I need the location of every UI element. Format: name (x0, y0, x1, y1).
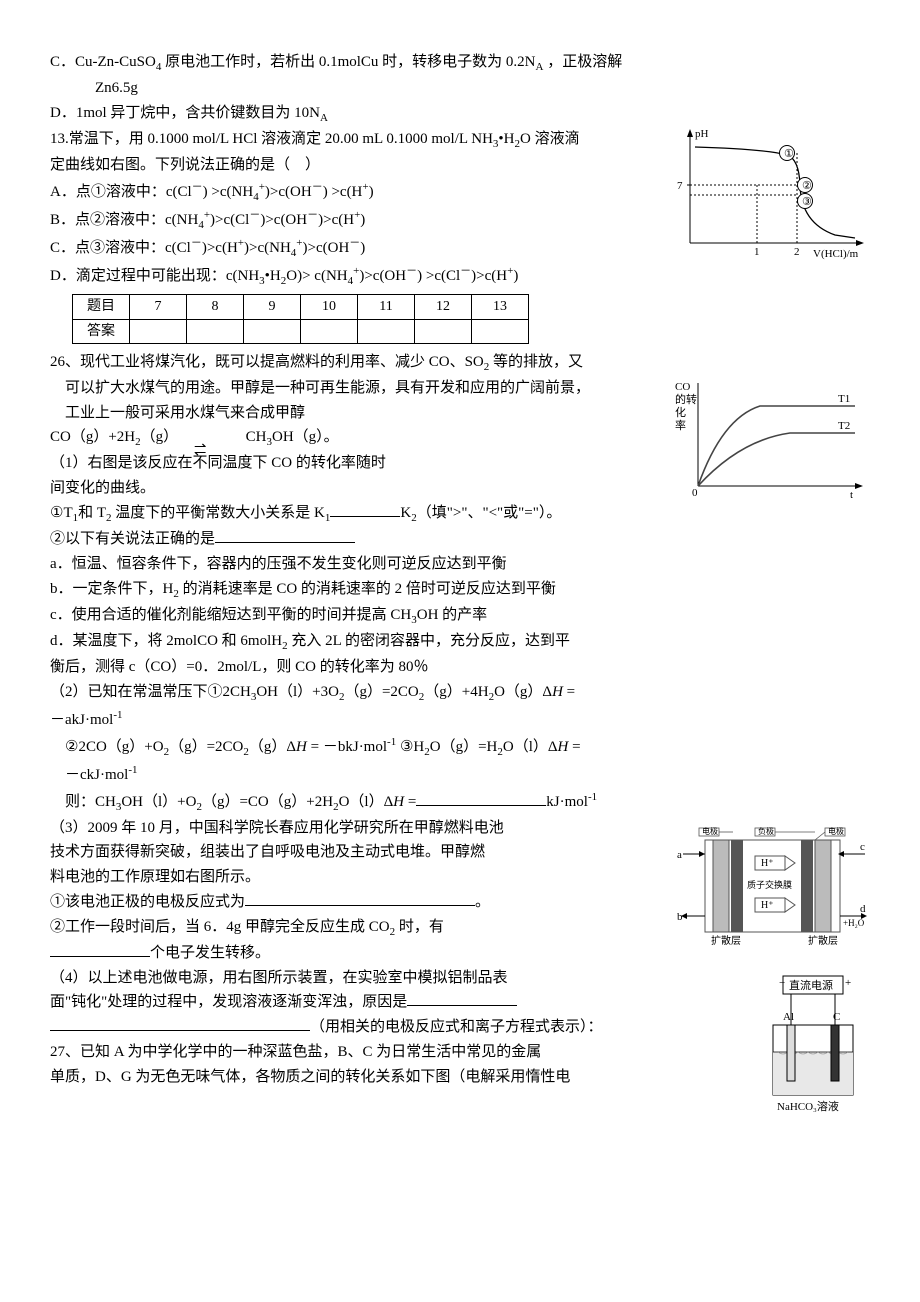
q26-opt-c: c．使用合适的催化剂能缩短达到平衡的时间并提高 CH3OH 的产率 (50, 603, 870, 629)
titration-curve-chart: pH 7 1 2 V(HCl)/m ① ② ③ (665, 123, 870, 268)
blank-statements (215, 527, 355, 543)
chart1-ytick: 7 (677, 180, 683, 192)
blank-electron-count (50, 941, 150, 957)
q26-opt-d2: 衡后，测得 c（CO）=0．2mol/L，则 CO 的转化率为 80％ (50, 655, 870, 680)
q26-2g: －akJ·mol-1 (50, 706, 870, 733)
svg-text:a: a (677, 849, 682, 861)
blank-reason1 (407, 990, 517, 1006)
svg-text:2: 2 (794, 246, 800, 258)
option-c-line2: Zn6.5g (50, 76, 870, 101)
svg-text:扩散层: 扩散层 (808, 934, 838, 947)
svg-text:T1: T1 (838, 393, 850, 405)
svg-text:1: 1 (754, 246, 760, 258)
q26-2-2i: －ckJ·mol-1 (50, 761, 870, 788)
svg-text:质子交换膜: 质子交换膜 (747, 879, 792, 890)
opt-c-tail: 原电池工作时，若析出 0.1molCu 时，转移电子数为 0.2N (161, 54, 535, 70)
svg-text:H⁺: H⁺ (761, 900, 774, 911)
svg-text:Al: Al (783, 1011, 794, 1023)
q26-4c: （用相关的电极反应式和离子方程式表示）： (50, 1015, 870, 1040)
blank-deltaH (416, 790, 546, 806)
svg-text:+: + (845, 977, 851, 989)
q26-2-3: 则：CH3OH（l）+O2（g）=CO（g）+2H2O（l）ΔH =kJ·mol… (50, 788, 870, 816)
q27-a: 27、已知 A 为中学化学中的一种深蓝色盐，B、C 为日常生活中常见的金属 (50, 1040, 870, 1065)
svg-text:T2: T2 (838, 420, 850, 432)
opt-c-end: ，正极溶解 (543, 54, 622, 70)
svg-text:c: c (860, 841, 865, 853)
co-conversion-chart: CO 的转 化 率 0 t T1 T2 (670, 378, 870, 503)
tbl-hdr-a: 答案 (73, 319, 130, 343)
tbl-hdr-q: 题目 (73, 295, 130, 319)
svg-text:直流电源: 直流电源 (789, 978, 833, 992)
svg-text:CO: CO (675, 381, 690, 393)
q13-intro1: 13.常温下，用 0.1000 mol/L HCl 溶液滴定 20.00 mL … (50, 131, 493, 147)
chart1-ylabel: pH (695, 128, 709, 140)
svg-text:化: 化 (675, 405, 686, 419)
q26-1-1: ①T1和 T2 温度下的平衡常数大小关系是 K1K2（填">"、"<"或"="）… (50, 501, 870, 527)
q26-opt-b: b．一定条件下，H2 的消耗速率是 CO 的消耗速率的 2 倍时可逆反应达到平衡 (50, 577, 870, 603)
blank-cathode-eq (245, 890, 475, 906)
svg-text:H⁺: H⁺ (761, 858, 774, 869)
svg-text:率: 率 (675, 418, 686, 432)
electrolysis-diagram: 直流电源 − + Al C NaHCO₃溶液 (755, 970, 870, 1125)
answer-table: 题目 7 8 9 10 11 12 13 答案 (72, 294, 529, 343)
svg-text:扩散层: 扩散层 (711, 934, 741, 947)
q26-opt-d: d．某温度下，将 2molCO 和 6molH2 充入 2L 的密闭容器中，充分… (50, 629, 870, 655)
svg-text:电极: 电极 (702, 826, 718, 836)
q26-2: （2）已知在常温常压下①2CH3OH（l）+3O2（g）=2CO2（g）+4H2… (50, 680, 870, 706)
svg-text:的转: 的转 (675, 392, 697, 406)
chart1-xlabel: V(HCl)/m (813, 248, 859, 260)
svg-text:0: 0 (692, 487, 698, 499)
q26-opt-a: a．恒温、恒容条件下，容器内的压强不发生变化则可逆反应达到平衡 (50, 552, 870, 577)
blank-k-compare (330, 501, 400, 517)
svg-text:C: C (833, 1011, 840, 1023)
svg-text:−: − (779, 977, 785, 989)
q26-1-2: ②以下有关说法正确的是 (50, 527, 870, 552)
svg-text:t: t (850, 489, 853, 501)
q27-b: 单质，D、G 为无色无味气体，各物质之间的转化关系如下图（电解采用惰性电 (50, 1065, 870, 1090)
q26-line-a: 26、现代工业将煤汽化，既可以提高燃料的利用率、减少 CO、SO2 等的排放，又 (50, 350, 870, 376)
svg-text:②: ② (802, 180, 812, 192)
opt-c-text: C．Cu-Zn-CuSO (50, 54, 156, 70)
fuel-cell-diagram: 电极 负极 电极 H⁺ 质子交换膜 H⁺ a b c d +H₂O 扩散层 扩散… (675, 820, 870, 950)
blank-reason2 (50, 1015, 310, 1031)
svg-text:NaHCO₃溶液: NaHCO₃溶液 (777, 1099, 839, 1113)
svg-text:电极: 电极 (828, 826, 844, 836)
option-c: C．Cu-Zn-CuSO4 原电池工作时，若析出 0.1molCu 时，转移电子… (50, 50, 870, 76)
q26-4b: 面"钝化"处理的过程中，发现溶液逐渐变浑浊，原因是 (50, 990, 870, 1015)
opt-d-text: D．1mol 异丁烷中，含共价键数目为 10N (50, 105, 320, 121)
svg-text:①: ① (784, 148, 794, 160)
svg-text:b: b (677, 911, 683, 923)
q26-2-2: ②2CO（g）+O2（g）=2CO2（g）ΔH = －bkJ·mol-1 ③H2… (50, 733, 870, 761)
svg-text:负极: 负极 (758, 826, 774, 836)
svg-text:d: d (860, 903, 866, 915)
svg-text:③: ③ (802, 196, 812, 208)
q26-4a: （4）以上述电池做电源，用右图所示装置，在实验室中模拟铝制品表 (50, 966, 870, 991)
svg-text:+H₂O: +H₂O (843, 918, 865, 928)
